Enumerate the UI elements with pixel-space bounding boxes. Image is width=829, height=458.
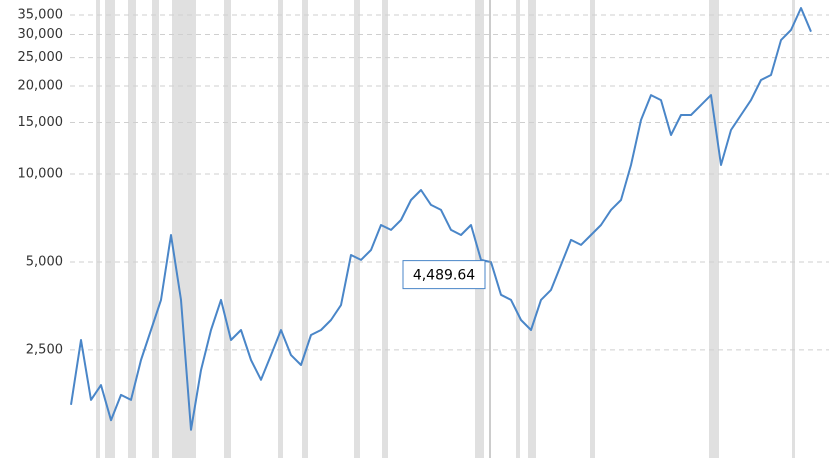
recession-band <box>278 0 283 458</box>
recession-band <box>792 0 795 458</box>
recession-band <box>590 0 595 458</box>
recession-band <box>354 0 360 458</box>
y-tick-label: 25,000 <box>18 50 64 65</box>
y-tick-label: 15,000 <box>18 115 64 130</box>
recession-band <box>152 0 159 458</box>
recession-band <box>172 0 196 458</box>
y-tick-label: 2,500 <box>26 342 63 357</box>
y-tick-label: 35,000 <box>18 7 64 22</box>
recession-band <box>128 0 136 458</box>
y-tick-label: 20,000 <box>18 78 64 93</box>
recession-band <box>709 0 719 458</box>
recession-band <box>105 0 115 458</box>
tooltip-box <box>402 260 486 290</box>
recession-band <box>475 0 484 458</box>
recession-band <box>528 0 536 458</box>
y-tick-label: 10,000 <box>18 166 64 181</box>
tooltip-value: 4,489.64 <box>413 268 475 284</box>
recession-band <box>96 0 100 458</box>
recession-band <box>302 0 308 458</box>
recession-band <box>516 0 520 458</box>
y-tick-label: 30,000 <box>18 27 64 42</box>
recession-band <box>224 0 231 458</box>
y-tick-label: 5,000 <box>26 254 63 269</box>
recession-band <box>382 0 388 458</box>
series-line <box>70 7 812 431</box>
